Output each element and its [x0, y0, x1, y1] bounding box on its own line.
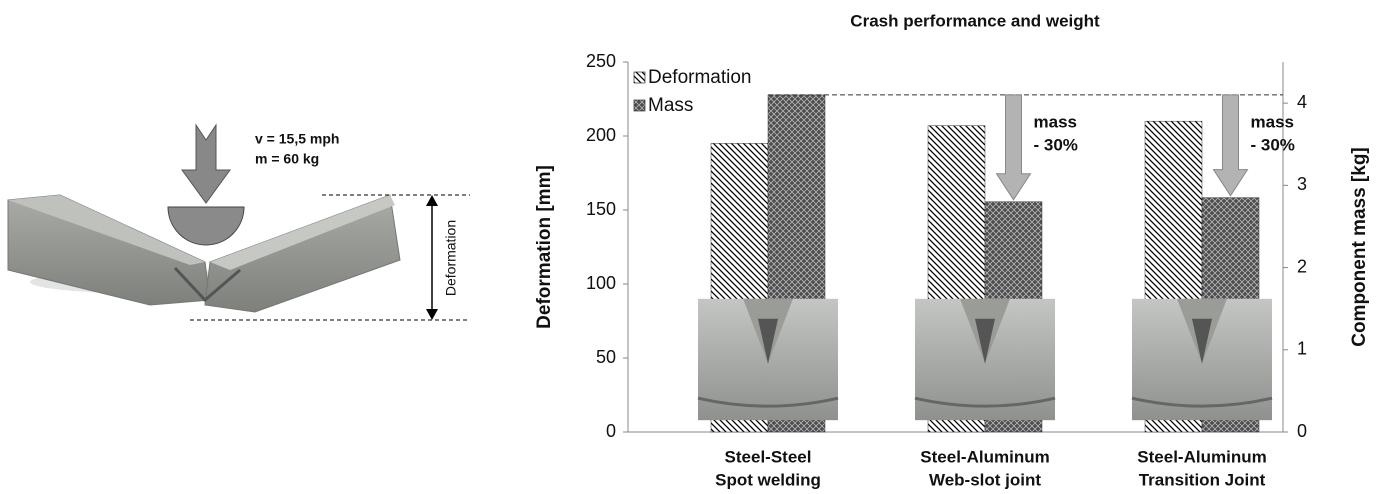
- velocity-label: v = 15,5 mph: [255, 131, 339, 147]
- y-tick-label: 250: [586, 51, 616, 71]
- x-tick-label: Web-slot joint: [929, 470, 1041, 489]
- annotation-arrow: [1214, 95, 1248, 196]
- y-tick-label: 200: [586, 125, 616, 145]
- y-axis-title: Deformation [mm]: [534, 165, 555, 329]
- x-tick-label: Steel-Steel: [725, 447, 812, 466]
- annotation: mass: [1251, 112, 1294, 131]
- legend-label: Deformation: [648, 67, 752, 88]
- legend-label: Mass: [648, 95, 693, 116]
- mass-label: m = 60 kg: [255, 151, 319, 167]
- y2-tick-label: 1: [1297, 339, 1307, 359]
- x-tick-label: Transition Joint: [1139, 470, 1266, 489]
- y-tick-label: 100: [586, 273, 616, 293]
- legend-swatch: [634, 72, 645, 83]
- x-tick-label: Steel-Aluminum: [920, 447, 1049, 466]
- y-tick-label: 0: [606, 421, 616, 441]
- y2-axis-title: Component mass [kg]: [1349, 147, 1370, 347]
- chart-title: Crash performance and weight: [850, 11, 1100, 30]
- x-tick-label: Steel-Aluminum: [1137, 447, 1266, 466]
- y2-tick-label: 4: [1297, 92, 1307, 112]
- y2-tick-label: 2: [1297, 256, 1307, 276]
- annotation-arrow: [997, 95, 1031, 200]
- y-tick-label: 150: [586, 199, 616, 219]
- y-tick-label: 50: [596, 347, 616, 367]
- y2-tick-label: 0: [1297, 421, 1307, 441]
- figure: v = 15,5 mph m = 60 kg Deformation Crash…: [0, 0, 1378, 494]
- y2-tick-label: 3: [1297, 174, 1307, 194]
- deformation-label: Deformation: [443, 220, 459, 296]
- x-tick-label: Spot welding: [715, 470, 821, 489]
- legend-swatch: [634, 100, 645, 111]
- illustration: v = 15,5 mph m = 60 kg Deformation: [8, 125, 470, 320]
- annotation: mass: [1034, 112, 1077, 131]
- annotation: - 30%: [1034, 135, 1078, 154]
- annotation: - 30%: [1251, 135, 1295, 154]
